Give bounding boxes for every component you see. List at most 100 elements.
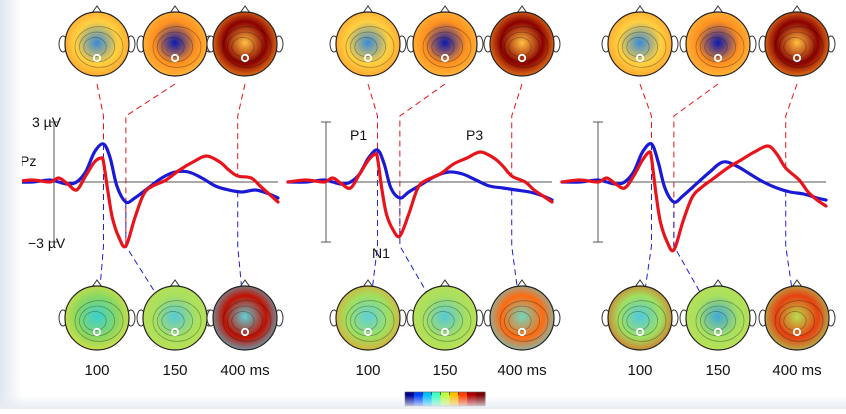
contour-line	[774, 300, 824, 342]
time-label: 150	[705, 362, 730, 379]
scalp-map	[489, 11, 555, 77]
topomap-bottom-middle-2	[483, 279, 561, 351]
scalp-map	[142, 11, 208, 77]
axes-layer	[14, 121, 826, 243]
nose	[239, 5, 251, 14]
contour-line	[695, 300, 745, 342]
contour-line	[152, 300, 202, 342]
connector-red-400	[511, 83, 523, 176]
series-layer	[12, 142, 828, 253]
topomap-top-right-0	[601, 5, 679, 77]
topomap-bottom-middle-1	[406, 279, 484, 351]
erp-panel-right	[560, 142, 828, 253]
electrode-marker	[92, 53, 102, 63]
electrode-marker	[792, 53, 802, 63]
time-label: 100	[627, 362, 652, 379]
scalp-map	[212, 285, 278, 351]
scalp-map	[685, 11, 751, 77]
scalp-map	[64, 11, 130, 77]
nose	[362, 279, 374, 288]
connector-red-150	[399, 83, 446, 236]
electrode-label: Pz	[20, 153, 36, 169]
nose	[239, 279, 251, 288]
scalp-map	[412, 11, 478, 77]
contour-line	[422, 300, 472, 342]
contour-line	[499, 26, 549, 68]
scalp-map	[607, 11, 673, 77]
contour-line	[499, 300, 549, 342]
window-edge	[0, 0, 22, 409]
scalp-map	[764, 11, 830, 77]
erp-waveform-red	[12, 154, 280, 249]
nose	[169, 279, 181, 288]
connector-red-100	[96, 83, 104, 162]
connector-blue-150	[399, 198, 446, 325]
topomap-bottom-left-1	[136, 279, 214, 351]
scalp-map	[764, 285, 830, 351]
connector-blue-400	[237, 191, 246, 325]
topomap-bottom-right-1	[679, 279, 757, 351]
contour-line	[74, 26, 124, 68]
electrode-marker	[240, 53, 250, 63]
nose	[91, 279, 103, 288]
topomap-bottom-middle-0	[329, 279, 407, 351]
labels-layer: 100 150 400 ms 3 µV −3 µV Pz 100 150 400 ms P1 N1 P…	[20, 114, 822, 379]
electrode-marker	[517, 53, 527, 63]
time-label: 400 ms	[220, 362, 269, 379]
contour-line	[422, 26, 472, 68]
time-label: 150	[432, 362, 457, 379]
electrode-marker	[713, 327, 723, 337]
electrode-marker	[170, 327, 180, 337]
electrode-marker	[363, 53, 373, 63]
component-label-p3: P3	[466, 127, 483, 143]
contour-line	[222, 300, 272, 342]
scalp-map	[412, 285, 478, 351]
electrode-marker	[240, 327, 250, 337]
contour-line	[617, 26, 667, 68]
contour-line	[345, 300, 395, 342]
nose	[439, 5, 451, 14]
electrode-marker	[363, 327, 373, 337]
nose	[516, 5, 528, 14]
erp-waveform-red	[286, 150, 554, 239]
electrode-marker	[517, 327, 527, 337]
nose	[634, 5, 646, 14]
electrode-marker	[635, 327, 645, 337]
nose	[791, 279, 803, 288]
nose	[712, 5, 724, 14]
window-bottom-edge	[0, 395, 846, 409]
contour-line	[345, 26, 395, 68]
scalp-map	[489, 285, 555, 351]
topomap-bottom-left-0	[58, 279, 136, 351]
scalp-map	[142, 285, 208, 351]
time-label: 100	[84, 362, 109, 379]
component-label-p1: P1	[350, 127, 367, 143]
nose	[169, 5, 181, 14]
erp-panel-left	[12, 142, 280, 249]
connector-red-100	[367, 83, 378, 158]
contour-line	[774, 26, 824, 68]
scalp-map	[335, 285, 401, 351]
electrode-marker	[170, 53, 180, 63]
connector-red-400	[785, 83, 798, 168]
electrode-marker	[440, 327, 450, 337]
topomap-top-left-1	[136, 5, 214, 77]
electrode-marker	[713, 53, 723, 63]
topomap-top-middle-0	[329, 5, 407, 77]
erp-waveform-red	[560, 144, 828, 253]
connector-red-400	[237, 83, 246, 176]
nose	[791, 5, 803, 14]
scalp-map	[607, 285, 673, 351]
scalp-map	[64, 285, 130, 351]
contour-line	[74, 300, 124, 342]
electrode-marker	[440, 53, 450, 63]
nose	[634, 279, 646, 288]
topomap-top-left-0	[58, 5, 136, 77]
scale-label-bottom: −3 µV	[28, 235, 66, 251]
component-label-n1: N1	[372, 245, 390, 261]
time-label: 400 ms	[772, 362, 821, 379]
contour-line	[152, 26, 202, 68]
connector-blue-400	[785, 190, 798, 325]
